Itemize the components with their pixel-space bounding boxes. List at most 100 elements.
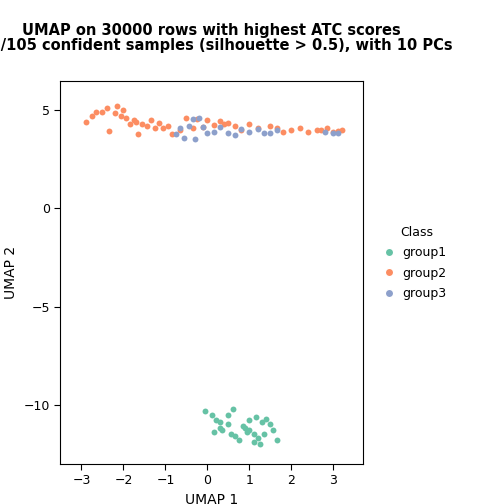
Point [216,123,224,131]
Point [224,129,232,137]
Point [241,424,249,432]
Point [125,120,134,128]
Point [210,128,218,136]
Point [330,128,338,136]
Point [132,118,140,126]
Text: UMAP on 30000 rows with highest ATC scores: UMAP on 30000 rows with highest ATC scor… [22,23,401,38]
Point [143,122,151,130]
Point [245,416,254,424]
Point [88,112,96,120]
Point [119,106,128,114]
Point [188,124,197,132]
Point [273,125,281,134]
Point [188,115,197,123]
Point [218,426,226,434]
Point [113,102,121,110]
Point [224,411,232,419]
Point [134,130,142,138]
Point [199,123,207,131]
X-axis label: UMAP 1: UMAP 1 [185,492,238,504]
Point [304,128,312,136]
Point [273,124,281,132]
Point [130,116,138,124]
Point [262,414,270,422]
Point [334,129,342,137]
Point [176,125,184,134]
Point [256,440,264,448]
Point [334,127,342,135]
Point [237,125,245,134]
Point [159,124,167,132]
Point [260,129,268,137]
Point [279,128,287,136]
Point [249,430,258,438]
Point [180,134,188,142]
Point [195,114,203,122]
Point [245,128,254,136]
Point [92,108,100,116]
Point [216,424,224,432]
Y-axis label: UMAP 2: UMAP 2 [4,245,18,299]
Point [193,115,201,123]
Point [267,420,275,428]
Point [239,422,247,430]
Point [269,426,277,434]
Point [155,119,163,127]
Point [229,405,237,413]
Point [267,129,275,137]
Point [224,420,232,428]
Point [212,416,220,424]
Point [220,120,228,128]
Point [267,122,275,130]
Point [254,434,262,442]
Point [121,114,130,122]
Point [254,124,262,132]
Point [201,407,210,415]
Point [176,124,184,132]
Point [296,124,304,132]
Point [224,119,232,127]
Point [323,124,331,132]
Point [245,426,254,434]
Point [191,135,199,143]
Point [321,128,329,136]
Point [312,125,321,134]
Point [245,120,254,128]
Point [103,104,111,112]
Text: 105/105 confident samples (silhouette > 0.5), with 10 PCs: 105/105 confident samples (silhouette > … [0,38,453,53]
Point [82,118,90,126]
Point [254,124,262,133]
Point [117,112,125,120]
Point [182,114,191,122]
Point [147,116,155,124]
Point [208,411,216,419]
Point [172,130,180,138]
Point [210,428,218,436]
Point [105,127,113,135]
Point [204,129,212,137]
Point [258,418,266,426]
Point [163,122,171,130]
Legend: group1, group2, group3: group1, group2, group3 [381,221,452,305]
Point [231,122,239,130]
Point [111,109,119,117]
Point [317,125,325,134]
Point [204,116,212,124]
Point [273,436,281,444]
Point [249,438,258,446]
Point [338,125,346,134]
Point [243,428,251,436]
Point [199,123,207,131]
Point [151,124,159,132]
Point [138,120,146,128]
Point [237,124,245,133]
Point [184,122,193,130]
Point [168,130,176,138]
Point [330,129,338,137]
Point [260,430,268,438]
Point [216,418,224,426]
Point [251,412,260,420]
Point [210,121,218,129]
Point [235,436,243,444]
Point [98,108,106,116]
